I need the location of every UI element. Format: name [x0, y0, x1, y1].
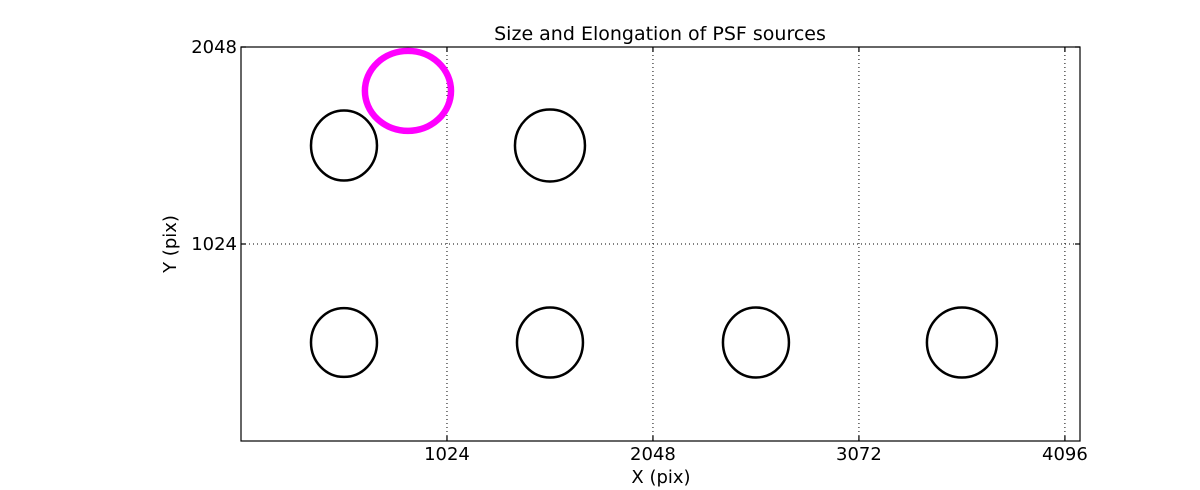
- psf-source-ellipse: [721, 306, 791, 379]
- source-layer: [309, 47, 999, 379]
- psf-source-ellipse: [925, 306, 999, 379]
- psf-source-ellipse-highlighted: [361, 47, 455, 135]
- y-tick-label: 2048: [191, 37, 237, 58]
- x-tick-label: 3072: [836, 444, 882, 465]
- y-axis-label: Y (pix): [160, 215, 181, 274]
- tick-label-layer: 1024 2048 3072 4096 1024 2048: [191, 37, 1088, 465]
- x-axis-label: X (pix): [631, 467, 690, 488]
- grid-layer: [241, 46, 1080, 441]
- x-tick-label: 1024: [424, 444, 470, 465]
- x-tick-label: 4096: [1042, 444, 1088, 465]
- psf-source-ellipse: [515, 306, 585, 379]
- psf-source-ellipse: [309, 306, 379, 379]
- psf-source-ellipse: [309, 109, 379, 182]
- psf-source-ellipse: [513, 108, 587, 183]
- x-tick-label: 2048: [630, 444, 676, 465]
- chart-title: Size and Elongation of PSF sources: [494, 23, 826, 45]
- y-tick-label: 1024: [191, 234, 237, 255]
- tick-layer: [241, 46, 1080, 441]
